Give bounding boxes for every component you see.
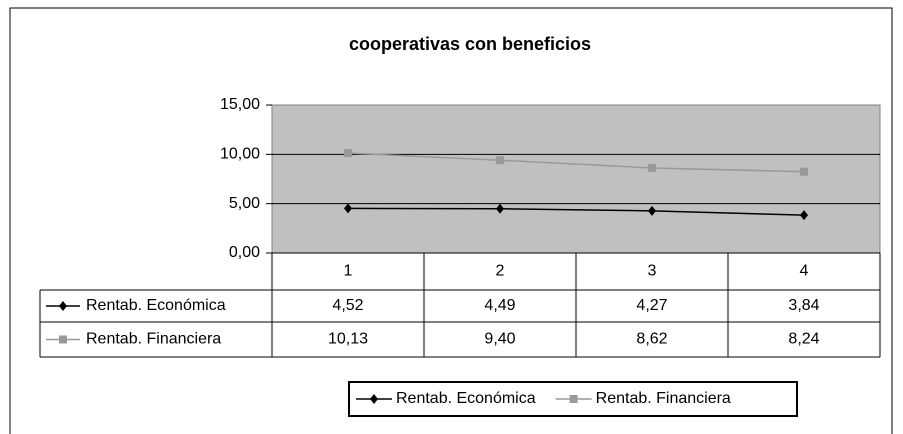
marker <box>496 203 504 214</box>
y-tick-label: 5,00 <box>229 195 260 212</box>
series-line <box>347 152 805 173</box>
marker <box>59 335 67 344</box>
table-value: 8,24 <box>788 331 819 348</box>
marker <box>569 395 578 403</box>
marker <box>59 301 67 311</box>
chart-title: cooperativas con beneficios <box>349 34 591 54</box>
x-tick-label: 1 <box>344 263 353 280</box>
y-tick-label: 0,00 <box>229 244 260 261</box>
table-series-name: Rentab. Económica <box>86 297 226 314</box>
table-value: 4,52 <box>332 297 363 314</box>
table-value: 10,13 <box>328 331 368 348</box>
x-tick-label: 2 <box>496 263 505 280</box>
legend-label: Rentab. Financiera <box>596 390 731 407</box>
marker <box>800 210 808 221</box>
marker <box>496 156 504 165</box>
table-value: 3,84 <box>788 297 819 314</box>
table-value: 8,62 <box>636 331 667 348</box>
plot-area <box>271 104 881 254</box>
marker <box>344 203 352 214</box>
legend-label: Rentab. Económica <box>396 390 536 407</box>
table-value: 9,40 <box>484 331 515 348</box>
x-tick-label: 3 <box>648 263 657 280</box>
marker <box>344 149 352 158</box>
x-tick-label: 4 <box>800 263 809 280</box>
marker <box>648 163 656 172</box>
y-tick-label: 15,00 <box>220 96 260 113</box>
series-line <box>347 207 805 216</box>
table-value: 4,27 <box>636 297 667 314</box>
marker <box>648 205 656 216</box>
marker <box>370 394 378 404</box>
table-series-name: Rentab. Financiera <box>86 331 221 348</box>
y-tick-label: 10,00 <box>220 146 260 163</box>
table-value: 4,49 <box>484 297 515 314</box>
marker <box>800 167 808 176</box>
